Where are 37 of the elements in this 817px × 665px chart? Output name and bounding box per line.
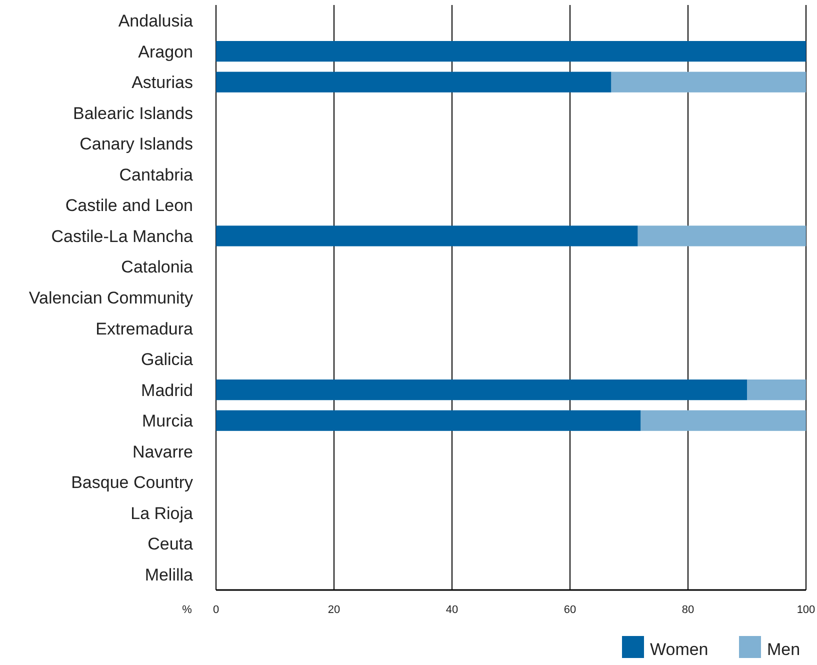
- y-tick-label: Aragon: [138, 42, 193, 62]
- x-tick-label: 20: [328, 604, 340, 616]
- bar: [216, 226, 638, 246]
- y-tick-label: Navarre: [132, 442, 193, 462]
- y-tick-label: Ceuta: [148, 534, 194, 554]
- y-tick-label: Castile-La Mancha: [51, 226, 194, 246]
- bar: [216, 410, 641, 431]
- y-tick-label: Castile and Leon: [65, 196, 193, 216]
- bar: [216, 72, 612, 92]
- legend-label: Men: [767, 640, 800, 659]
- bar: [216, 380, 747, 400]
- y-tick-label: Cantabria: [119, 165, 194, 184]
- legend-label: Women: [650, 640, 708, 659]
- y-tick-label: La Rioja: [130, 504, 194, 523]
- y-tick-label: Extremadura: [96, 319, 194, 338]
- x-tick-label: 40: [446, 604, 458, 616]
- x-tick-label: 100: [796, 604, 816, 616]
- y-tick-label: Galicia: [141, 350, 194, 370]
- x-tick-label: 60: [564, 604, 576, 616]
- bar: [640, 410, 806, 431]
- y-tick-label: Andalusia: [118, 12, 194, 31]
- y-tick-label: Murcia: [142, 412, 194, 431]
- bar: [611, 72, 806, 92]
- y-tick-label: Basque Country: [71, 473, 194, 492]
- bar: [747, 380, 806, 400]
- y-tick-label: Melilla: [144, 565, 194, 584]
- x-axis-title: %: [182, 604, 192, 616]
- x-tick-label: 0: [212, 604, 220, 616]
- bar: [638, 226, 806, 246]
- y-tick-label: Catalonia: [121, 258, 194, 277]
- bar: [216, 41, 806, 62]
- y-tick-label: Asturias: [132, 73, 193, 92]
- y-tick-label: Balearic Islands: [72, 104, 193, 123]
- y-tick-label: Madrid: [141, 380, 193, 400]
- y-tick-label: Valencian Community: [28, 288, 194, 308]
- y-tick-label: Canary Islands: [80, 134, 193, 154]
- x-tick-label: 80: [682, 604, 694, 616]
